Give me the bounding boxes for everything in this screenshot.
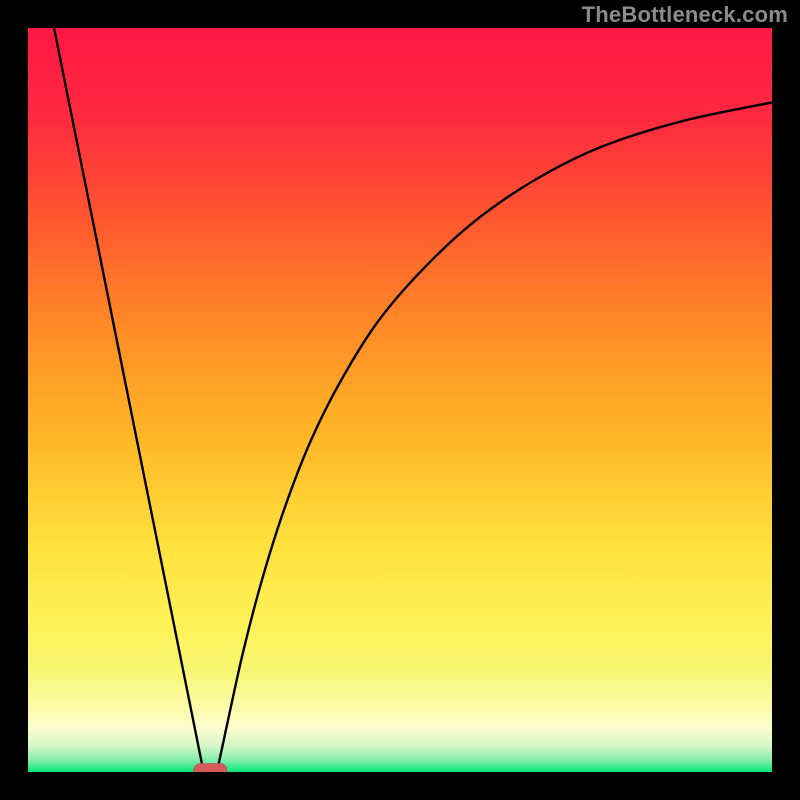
chart-frame: TheBottleneck.com	[0, 0, 800, 800]
gradient-background	[28, 28, 772, 772]
minimum-marker	[194, 763, 227, 772]
plot-svg	[28, 28, 772, 772]
watermark-text: TheBottleneck.com	[582, 2, 788, 28]
plot-area	[28, 28, 772, 772]
